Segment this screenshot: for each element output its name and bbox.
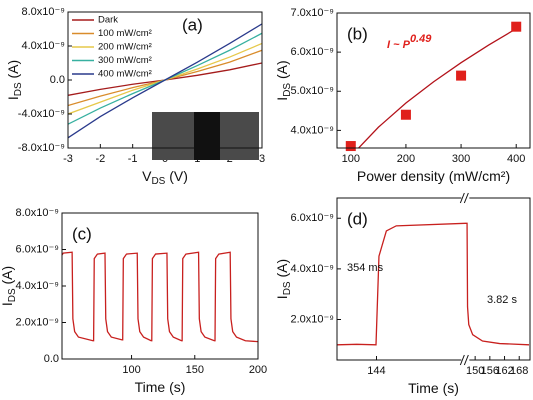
axes-frame [61,212,259,360]
ylabel: IDS (A) [5,60,24,100]
break-gap [461,196,470,200]
ylabel-part: (A) [0,266,15,289]
x-tick-label: 3 [259,153,265,165]
xlabel: VDS (V) [142,168,188,187]
xlabel-part: Power density (mW/cm²) [357,168,510,184]
ylabel-part: (A) [274,259,290,282]
point [345,141,356,152]
axes-frame [67,11,263,149]
break-mark [463,354,469,366]
plot-area [337,222,530,346]
annotation: 3.82 s [487,294,517,306]
y-tick-label: 2.0x10⁻⁹ [290,313,334,325]
plot-area [62,251,258,343]
y-tick-label: 8.0x10⁻⁹ [21,6,65,18]
xlabel-part: DS [151,176,165,187]
y-tick-label: 5.0x10⁻⁹ [290,85,334,97]
x-tick-label: 144 [367,365,385,377]
legend-label: 300 mW/cm² [98,55,152,66]
x-tick-label: 150 [466,365,484,377]
y-tick-label: 4.0x10⁻⁹ [290,263,334,275]
ylabel-part: I [0,302,15,306]
y-tick-label: 6.0x10⁻⁹ [15,243,59,255]
y-tick-label: 7.0x10⁻⁹ [290,7,334,19]
xlabel: Power density (mW/cm²) [357,168,510,184]
ylabel: IDS (A) [274,259,293,299]
x-tick-label: 168 [510,365,528,377]
xlabel-part: Time (s) [408,380,459,396]
legend-label: 200 mW/cm² [98,42,152,53]
legend-label: 400 mW/cm² [98,69,152,80]
x-tick-label: 162 [495,365,513,377]
panel-label: (c) [72,224,92,243]
fit-line [357,28,517,148]
ylabel-part: I [5,96,21,100]
axes-frame [336,12,531,149]
plot-area [357,28,517,148]
ylabel-part: I [274,295,290,299]
xlabel: Time (s) [135,379,186,395]
xlabel: Time (s) [408,380,459,396]
ylabel-part: (A) [5,60,21,83]
plot-area [68,23,262,139]
annotation-base: I ~ P [387,39,411,51]
y-tick-label: 4.0x10⁻⁹ [15,280,59,292]
break-mark [463,192,469,204]
x-tick-label: 100 [342,153,360,165]
break-mark [459,192,465,204]
y-tick-label: 4.0x10⁻⁹ [290,124,334,136]
legend-label: 100 mW/cm² [98,28,152,39]
x-tick-label: 200 [249,364,267,376]
y-tick-label: 6.0x10⁻⁹ [290,46,334,58]
break-mark [459,354,465,366]
ylabel-part: DS [13,82,24,96]
panel-label: (d) [347,209,368,228]
y-tick-label: 8.0x10⁻⁹ [15,207,59,219]
point [456,70,467,81]
ylabel-part: DS [282,83,293,97]
x-tick-label: 200 [397,153,415,165]
line-series [62,251,258,343]
panel-label: (b) [347,24,368,43]
inset-channel [194,112,220,160]
x-tick-label: 156 [481,365,499,377]
y-tick-label: 2.0x10⁻⁹ [15,316,59,328]
annotation-exp: 0.49 [410,33,432,45]
annotation: I ~ P0.49 [387,33,432,51]
y-tick-label: 4.0x10⁻⁹ [21,40,65,52]
x-tick-label: 400 [507,153,525,165]
x-tick-label: 150 [186,364,204,376]
y-tick-label: 0.0 [50,74,65,86]
x-tick-label: -2 [95,153,105,165]
point [511,21,522,32]
xlabel-part: (V) [165,168,188,184]
x-tick-label: 100 [122,364,140,376]
ylabel-part: DS [282,281,293,295]
y-tick-label: -4.0x10⁻⁹ [18,108,65,120]
x-tick-label: -3 [63,153,73,165]
line-series [337,222,530,346]
ylabel: IDS (A) [0,266,18,306]
break-gap [461,358,470,362]
x-tick-label: -1 [128,153,138,165]
xlabel-part: V [142,168,152,184]
panel-label: (a) [182,15,203,34]
x-tick-label: 300 [452,153,470,165]
line-series [68,23,262,139]
point [400,109,411,120]
ylabel: IDS (A) [274,60,293,100]
y-tick-label: -8.0x10⁻⁹ [18,142,65,154]
legend-label: Dark [98,15,118,26]
ylabel-part: DS [7,288,18,302]
axes-frame [336,197,531,361]
y-tick-label: 0.0 [44,353,59,365]
xlabel-part: Time (s) [135,379,186,395]
ylabel-part: (A) [274,60,290,83]
ylabel-part: I [274,97,290,101]
annotation: 354 ms [347,262,384,274]
y-tick-label: 6.0x10⁻⁹ [290,212,334,224]
